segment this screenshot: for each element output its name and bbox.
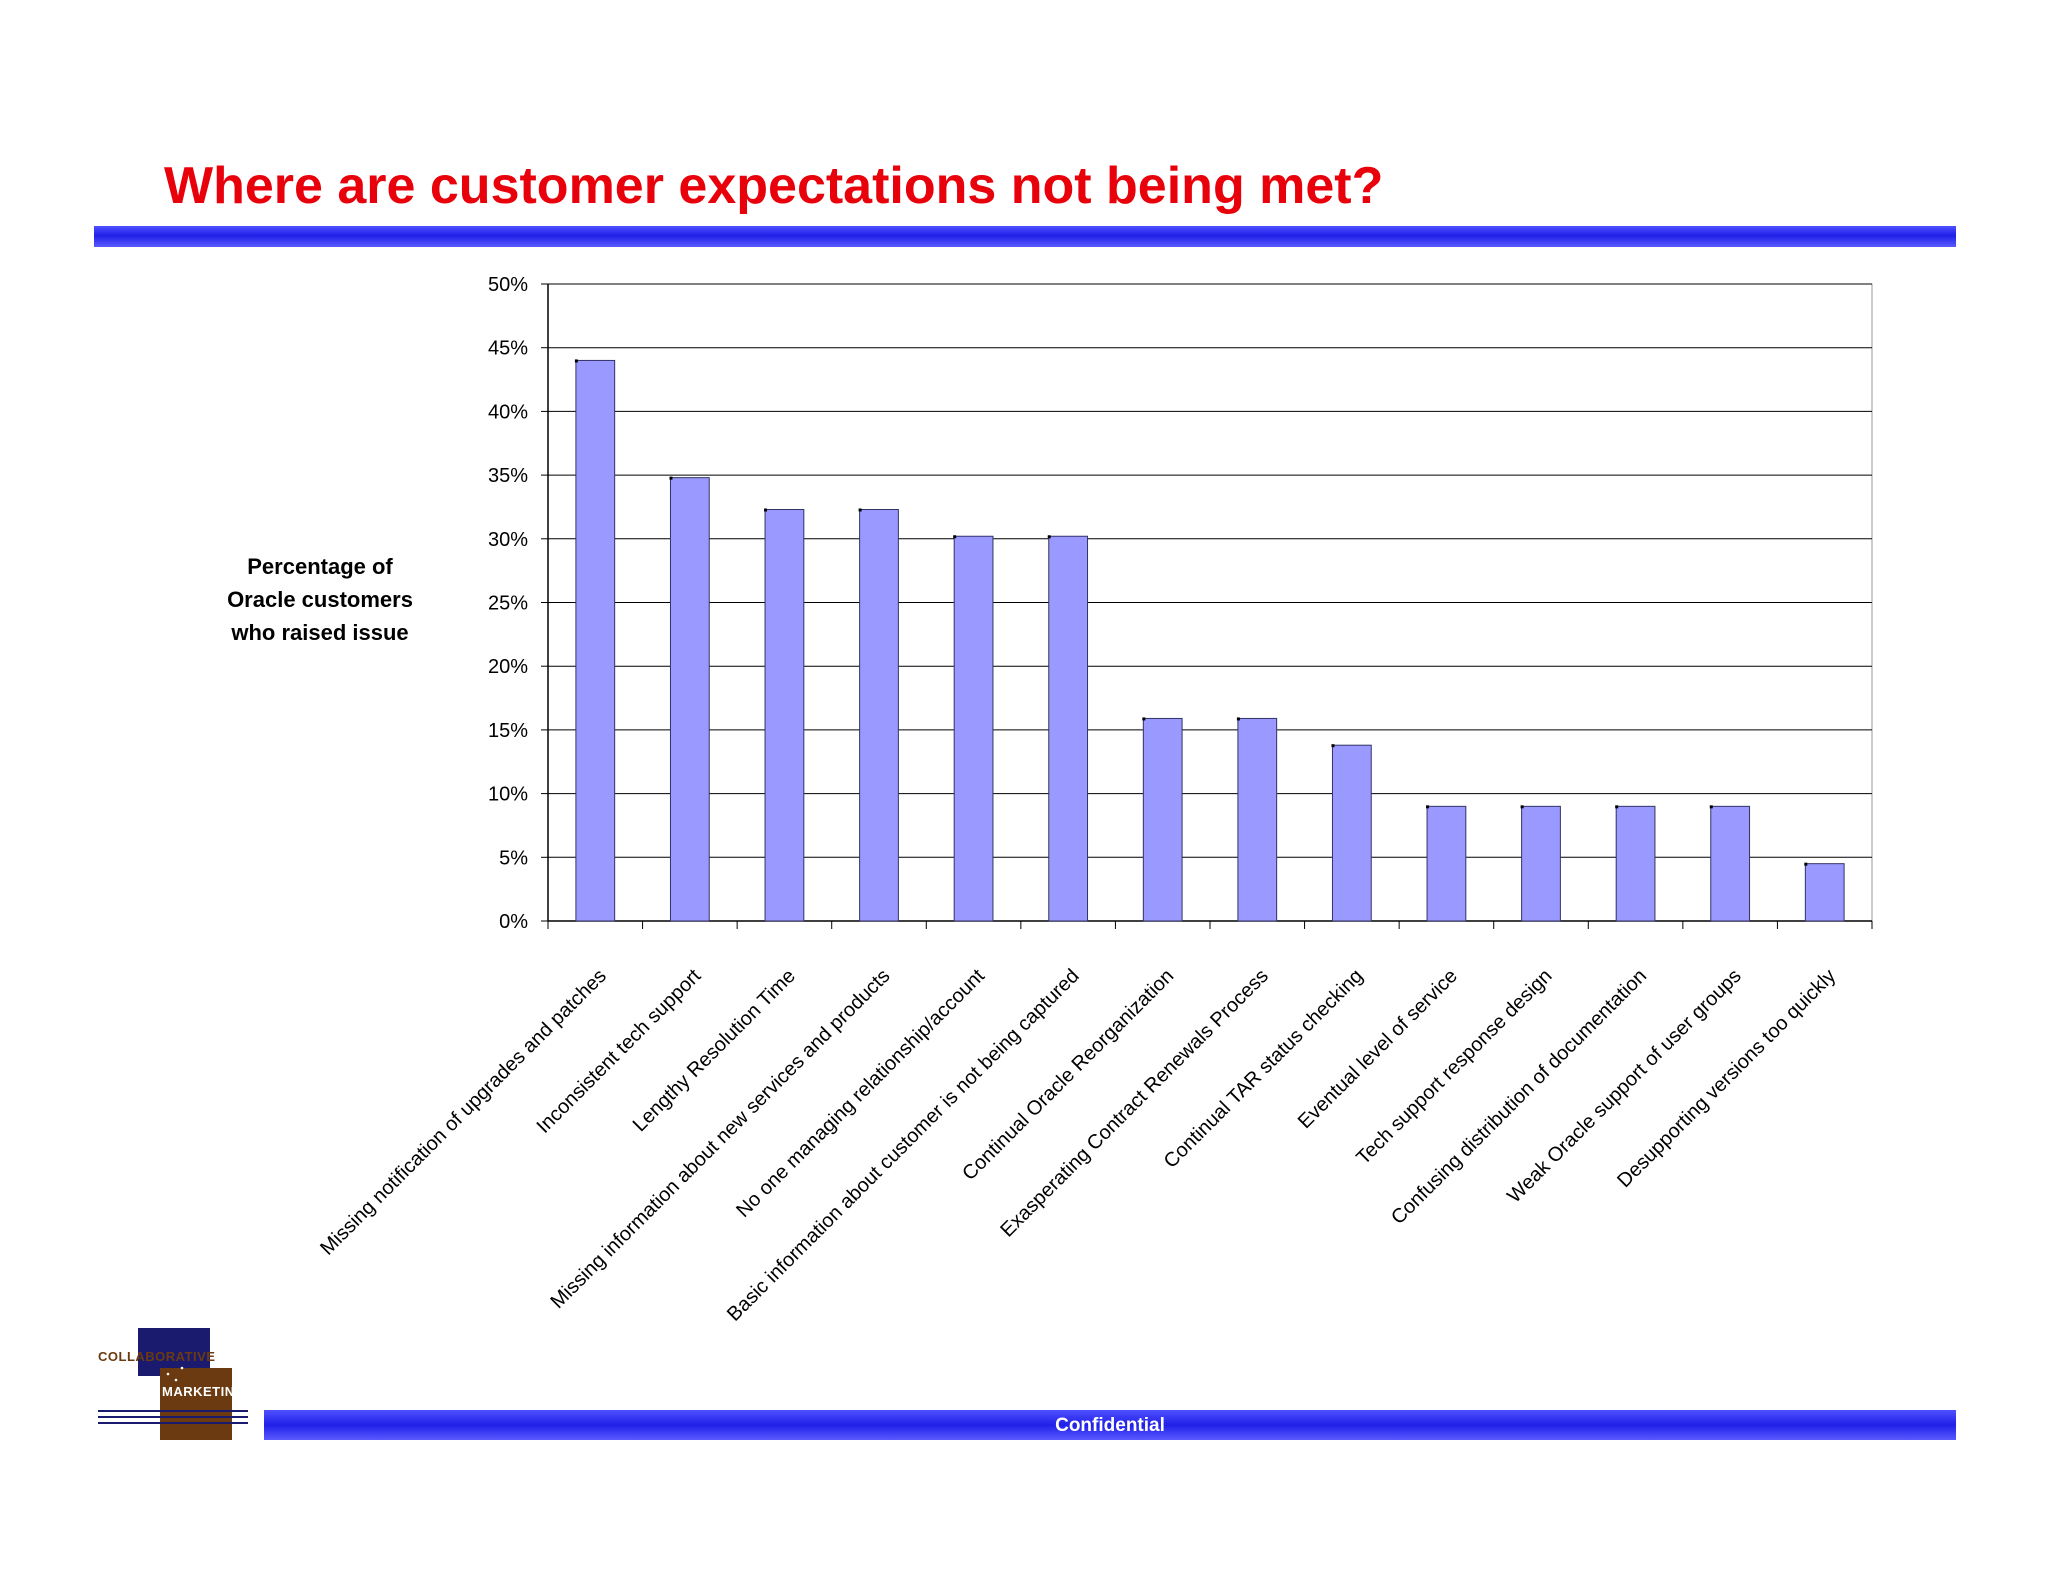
bar-marker bbox=[1709, 805, 1713, 809]
bar bbox=[1142, 717, 1183, 922]
bar-marker bbox=[1804, 862, 1808, 866]
y-tick-label: 30% bbox=[488, 529, 528, 551]
bar-marker bbox=[1236, 717, 1240, 721]
bar-marker bbox=[1331, 744, 1335, 748]
y-tick-label: 0% bbox=[499, 911, 528, 933]
bar-marker bbox=[1615, 805, 1619, 809]
bar-marker bbox=[953, 535, 957, 539]
x-tick-label: Basic information about customer is not … bbox=[723, 965, 1084, 1326]
x-tick-label: Eventual level of service bbox=[1294, 965, 1462, 1133]
y-tick-label: 5% bbox=[499, 847, 528, 869]
slide-title: Where are customer expectations not bein… bbox=[164, 157, 1384, 215]
bar-marker bbox=[669, 476, 673, 480]
bar bbox=[1615, 805, 1656, 922]
bar bbox=[1710, 805, 1751, 922]
y-tick-label: 10% bbox=[488, 784, 528, 806]
y-axis-label: Percentage of Oracle customers who raise… bbox=[180, 550, 460, 649]
title-underline-bar bbox=[94, 226, 1956, 247]
collaborative-marketing-logo: COLLABORATIVE MARKETING bbox=[98, 1328, 248, 1440]
bar-marker bbox=[764, 508, 768, 512]
y-axis-label-line: who raised issue bbox=[231, 620, 409, 645]
bar bbox=[1426, 805, 1467, 922]
x-tick-label: Inconsistent tech support bbox=[533, 965, 706, 1138]
bar-marker bbox=[1520, 805, 1524, 809]
bar bbox=[953, 535, 994, 922]
bar-marker bbox=[858, 508, 862, 512]
y-tick-label: 45% bbox=[488, 338, 528, 360]
bar bbox=[1521, 805, 1561, 922]
y-tick-label: 35% bbox=[488, 465, 528, 487]
bar bbox=[1331, 744, 1372, 922]
bar bbox=[764, 508, 805, 922]
footer-bar: Confidential bbox=[264, 1410, 1956, 1440]
x-tick-label: Tech support response design bbox=[1352, 965, 1556, 1169]
bar-marker bbox=[1142, 717, 1146, 721]
logo-text-line2: MARKETING bbox=[162, 1384, 245, 1399]
bar bbox=[575, 359, 616, 922]
bar bbox=[669, 477, 710, 922]
x-tick-label: Missing information about new services a… bbox=[546, 965, 894, 1313]
y-tick-label: 40% bbox=[488, 401, 528, 423]
y-tick-label: 25% bbox=[488, 593, 528, 615]
x-tick-label: Continual Oracle Reorganization bbox=[958, 965, 1178, 1185]
y-tick-label: 50% bbox=[488, 274, 528, 296]
logo-text-line1: COLLABORATIVE bbox=[98, 1349, 215, 1364]
bar-marker bbox=[1047, 535, 1051, 539]
bar-marker bbox=[1426, 805, 1430, 809]
y-axis-label-line: Oracle customers bbox=[227, 587, 413, 612]
y-axis-label-line: Percentage of bbox=[247, 554, 393, 579]
bar-marker bbox=[574, 359, 578, 363]
x-tick-label: Lengthy Resolution Time bbox=[629, 965, 800, 1136]
y-tick-label: 15% bbox=[488, 720, 528, 742]
bar bbox=[859, 508, 899, 922]
x-tick-label: Continual TAR status checking bbox=[1160, 965, 1368, 1173]
bar bbox=[1237, 717, 1278, 922]
y-tick-label: 20% bbox=[488, 656, 528, 678]
bar bbox=[1804, 863, 1845, 922]
bar bbox=[1048, 535, 1089, 922]
